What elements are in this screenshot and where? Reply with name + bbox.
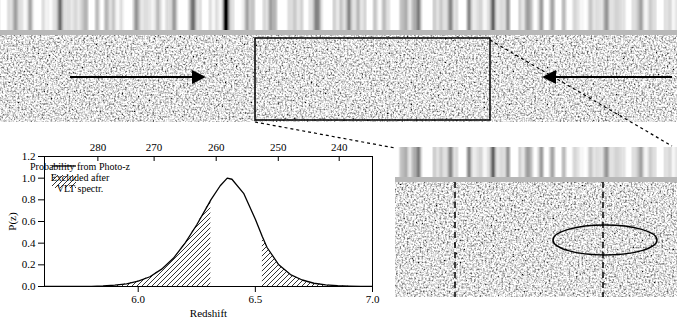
svg-text:270: 270 <box>146 141 163 153</box>
svg-text:6.0: 6.0 <box>131 293 145 305</box>
svg-text:0.2: 0.2 <box>22 258 36 270</box>
svg-text:Probability from Photo-z: Probability from Photo-z <box>30 161 131 172</box>
svg-text:1.2: 1.2 <box>21 150 36 162</box>
svg-text:7.0: 7.0 <box>366 293 380 305</box>
svg-text:0.8: 0.8 <box>22 193 36 205</box>
svg-text:1.0: 1.0 <box>22 172 36 184</box>
svg-text:280: 280 <box>90 141 107 153</box>
svg-text:P(z): P(z) <box>6 212 19 231</box>
svg-text:Redshift: Redshift <box>190 307 227 319</box>
svg-text:Excluded after: Excluded after <box>51 172 110 183</box>
svg-text:VLT spectr.: VLT spectr. <box>57 183 104 194</box>
svg-text:6.5: 6.5 <box>248 293 262 305</box>
svg-text:0.4: 0.4 <box>22 237 36 249</box>
svg-text:240: 240 <box>331 141 348 153</box>
svg-text:250: 250 <box>270 141 287 153</box>
svg-text:260: 260 <box>208 141 225 153</box>
svg-text:0.0: 0.0 <box>22 280 36 292</box>
svg-text:0.6: 0.6 <box>22 215 36 227</box>
